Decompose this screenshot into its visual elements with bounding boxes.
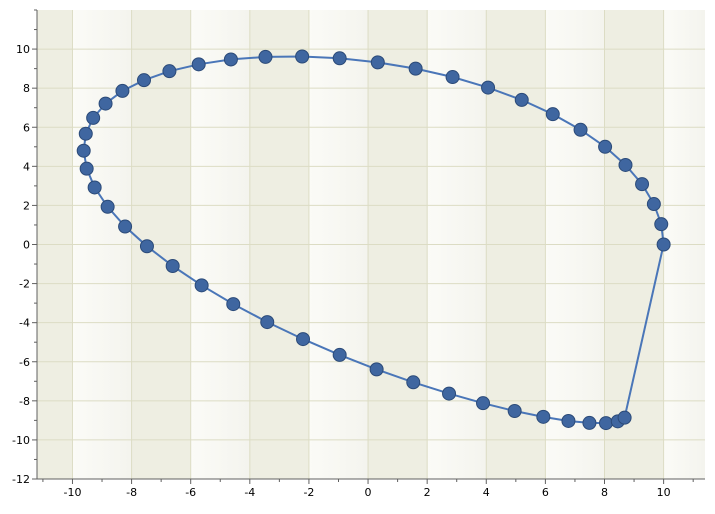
data-point xyxy=(295,49,310,64)
data-point xyxy=(260,315,275,330)
data-point xyxy=(98,96,113,111)
data-point xyxy=(617,410,632,425)
y-tick-label: 4 xyxy=(23,160,30,173)
y-tick-label: 8 xyxy=(23,82,30,95)
y-tick-label: 10 xyxy=(16,43,30,56)
data-point xyxy=(536,409,551,424)
data-point xyxy=(100,199,115,214)
y-tick-label: -10 xyxy=(12,434,30,447)
y-tick-label: 6 xyxy=(23,121,30,134)
x-tick-label: -6 xyxy=(185,486,196,499)
data-point xyxy=(598,139,613,154)
data-point xyxy=(115,83,130,98)
data-point xyxy=(165,258,180,273)
data-point xyxy=(646,197,661,212)
x-tick-label: 10 xyxy=(657,486,671,499)
data-point xyxy=(656,237,671,252)
data-point xyxy=(118,219,133,234)
y-axis-ticks: -12 -10 -8 -6 -4 -2 0 2 4 6 8 10 xyxy=(12,9,37,486)
data-point xyxy=(481,80,496,95)
data-point xyxy=(258,49,273,64)
data-point xyxy=(369,362,384,377)
data-point xyxy=(442,386,457,401)
data-point xyxy=(86,110,101,125)
x-tick-label: 0 xyxy=(365,486,372,499)
y-tick-label: -6 xyxy=(19,356,30,369)
data-point xyxy=(139,239,154,254)
y-tick-label: 2 xyxy=(23,199,30,212)
x-tick-label: -2 xyxy=(303,486,314,499)
data-point xyxy=(296,332,311,347)
data-point xyxy=(618,157,633,172)
data-point xyxy=(370,55,385,70)
data-point xyxy=(445,70,460,85)
data-point xyxy=(87,180,102,195)
data-point xyxy=(514,92,529,107)
x-tick-label: 4 xyxy=(483,486,490,499)
data-point xyxy=(162,64,177,79)
x-axis-ticks: -10 -8 -6 -4 -2 0 2 4 6 8 10 xyxy=(42,479,694,499)
y-tick-label: -4 xyxy=(19,317,30,330)
data-point xyxy=(598,416,613,431)
x-tick-label: 6 xyxy=(542,486,549,499)
data-point xyxy=(561,413,576,428)
data-point xyxy=(332,51,347,66)
y-tick-label: -8 xyxy=(19,395,30,408)
data-point xyxy=(223,52,238,67)
x-tick-label: -8 xyxy=(126,486,137,499)
data-point xyxy=(332,347,347,362)
data-point xyxy=(545,107,560,122)
data-point xyxy=(136,73,151,88)
data-point xyxy=(76,143,91,158)
series-ellipse xyxy=(76,49,671,431)
data-point xyxy=(79,161,94,176)
data-point xyxy=(507,403,522,418)
data-point xyxy=(78,126,93,141)
data-point xyxy=(194,278,209,293)
y-tick-label: 0 xyxy=(23,239,30,252)
data-point xyxy=(226,297,241,312)
x-tick-label: -10 xyxy=(63,486,81,499)
data-point xyxy=(408,61,423,76)
data-point xyxy=(654,217,669,232)
data-point xyxy=(573,122,588,137)
x-tick-label: 8 xyxy=(601,486,608,499)
data-point xyxy=(635,177,650,192)
data-point xyxy=(191,57,206,72)
y-tick-label: -12 xyxy=(12,473,30,486)
data-point xyxy=(476,396,491,411)
data-point xyxy=(406,375,421,390)
x-tick-label: 2 xyxy=(424,486,431,499)
data-point xyxy=(582,415,597,430)
x-tick-label: -4 xyxy=(244,486,255,499)
y-tick-label: -2 xyxy=(19,278,30,291)
